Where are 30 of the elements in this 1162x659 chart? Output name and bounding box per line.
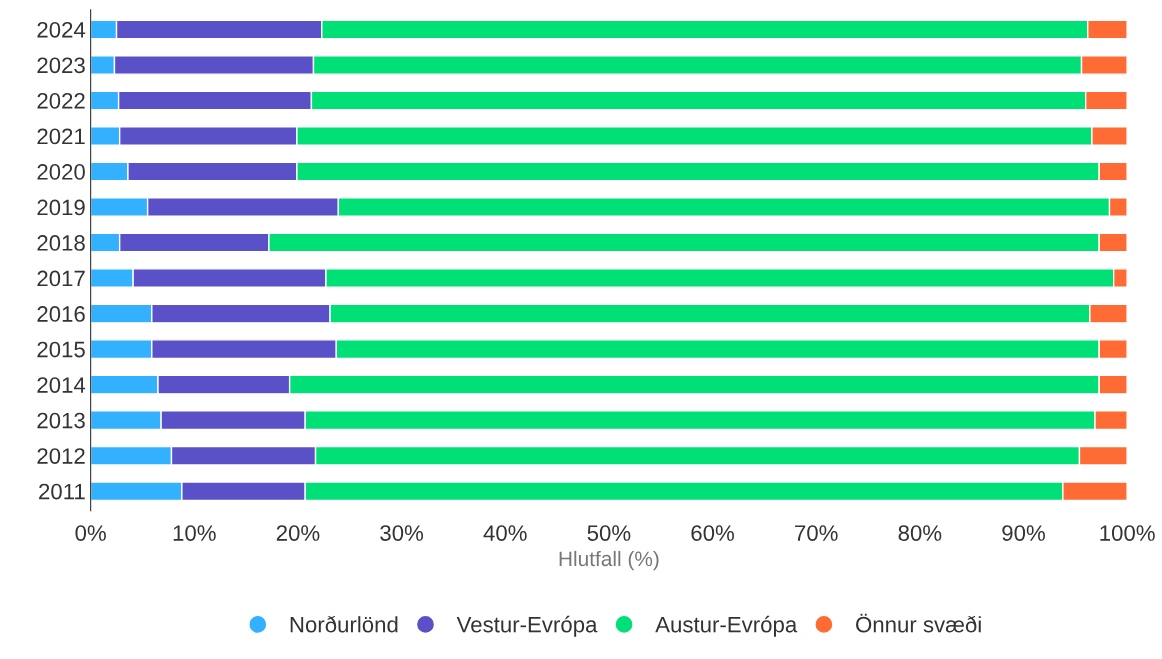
y-tick-label: 2012 (37, 448, 85, 464)
y-tick-label: 2022 (37, 93, 85, 109)
y-tick-label: 2016 (37, 306, 85, 322)
x-tick-label: 90% (1002, 525, 1045, 541)
legend-label: Vestur-Evrópa (456, 615, 598, 637)
legend-label: Austur-Evrópa (655, 615, 798, 637)
y-tick-label: 2021 (37, 128, 85, 145)
y-tick-label: 2023 (37, 57, 85, 74)
x-tick-label: 10% (173, 525, 216, 541)
x-tick-label: 30% (380, 525, 424, 541)
x-tick-label: 70% (795, 525, 838, 541)
x-tick-label: 80% (898, 525, 942, 541)
y-tick-label: 2017 (37, 270, 85, 287)
y-tick-label: 2019 (37, 199, 85, 216)
x-tick-label: 100% (1100, 525, 1155, 541)
x-tick-label: 40% (483, 525, 527, 541)
x-tick-label: 50% (587, 525, 631, 541)
y-tick-label: 2024 (37, 21, 86, 38)
legend-label: Norðurlönd (290, 615, 398, 633)
x-axis-title: Hlutfall (%) (559, 550, 659, 571)
y-tick-label: 2014 (37, 377, 86, 393)
x-tick-label: 0% (75, 525, 106, 541)
y-tick-label: 2011 (39, 483, 85, 500)
y-tick-label: 2015 (37, 341, 85, 358)
y-tick-label: 2020 (37, 164, 85, 180)
legend-label: Önnur svæði (856, 613, 981, 633)
x-tick-label: 60% (691, 525, 734, 541)
y-tick-label: 2018 (37, 235, 85, 251)
y-tick-label: 2013 (37, 412, 85, 429)
x-tick-label: 20% (276, 525, 320, 541)
